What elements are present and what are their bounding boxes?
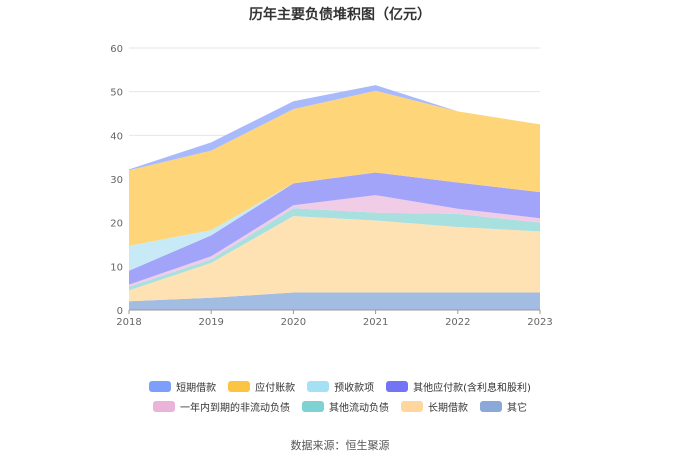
legend-swatch (480, 400, 502, 412)
legend-swatch (386, 380, 409, 392)
x-tick-label: 2019 (198, 317, 223, 328)
legend-label: 其他流动负债 (329, 402, 389, 414)
area-series (129, 172, 540, 285)
area-series (129, 90, 540, 246)
stacked-area-plot: 0 10 20 30 40 50 60 2018 2019 2020 2021 2022 2023 (110, 44, 552, 328)
legend-item[interactable]: 短期借款 (149, 379, 216, 394)
x-tick-label: 2023 (527, 317, 552, 328)
legend-swatch (401, 400, 423, 412)
x-tick-label: 2021 (363, 317, 388, 328)
area-series (129, 216, 540, 302)
legend-row-2: 一年内到期的非流动负债 其他流动负债 长期借款 其它 (0, 396, 680, 416)
legend-swatch (153, 400, 175, 412)
y-tick-label: 10 (110, 262, 123, 273)
legend-label: 应付账款 (255, 382, 296, 394)
x-tick-label: 2022 (445, 317, 470, 328)
legend-item[interactable]: 其它 (480, 399, 527, 414)
x-tick-label: 2020 (281, 317, 306, 328)
legend-label: 短期借款 (176, 382, 217, 394)
legend-label: 长期借款 (428, 402, 468, 414)
legend-label: 其他应付款(含利息和股利) (413, 382, 531, 394)
legend-item[interactable]: 一年内到期的非流动负债 (153, 399, 290, 414)
legend-label: 一年内到期的非流动负债 (180, 402, 290, 414)
y-tick-label: 20 (110, 219, 123, 230)
x-tick-label: 2018 (116, 317, 141, 328)
legend-item[interactable]: 其他流动负债 (302, 399, 389, 414)
chart-title: 历年主要负债堆积图（亿元） (249, 7, 431, 23)
y-tick-label: 40 (110, 131, 123, 142)
legend-swatch (302, 400, 324, 412)
legend-row-1: 短期借款 应付账款 预收款项 其他应付款(含利息和股利) (0, 376, 680, 396)
y-tick-label: 50 (110, 88, 123, 99)
legend-item[interactable]: 长期借款 (401, 399, 468, 414)
y-tick-label: 0 (117, 306, 123, 317)
legend-label: 其它 (507, 402, 527, 414)
y-tick-label: 30 (110, 175, 123, 186)
legend-item[interactable]: 应付账款 (228, 379, 295, 394)
data-source-note: 数据来源：恒生聚源 (290, 439, 390, 452)
area-series (129, 292, 540, 310)
legend-item[interactable]: 其他应付款(含利息和股利) (386, 379, 531, 394)
legend-swatch (149, 380, 172, 392)
legend-label: 预收款项 (334, 382, 375, 394)
legend-item[interactable]: 预收款项 (307, 379, 374, 394)
legend-swatch (307, 380, 330, 392)
legend-swatch (228, 380, 251, 392)
y-tick-label: 60 (110, 44, 123, 55)
legend: 短期借款 应付账款 预收款项 其他应付款(含利息和股利) 一年内到期的非流动负债 其他流… (0, 376, 680, 416)
